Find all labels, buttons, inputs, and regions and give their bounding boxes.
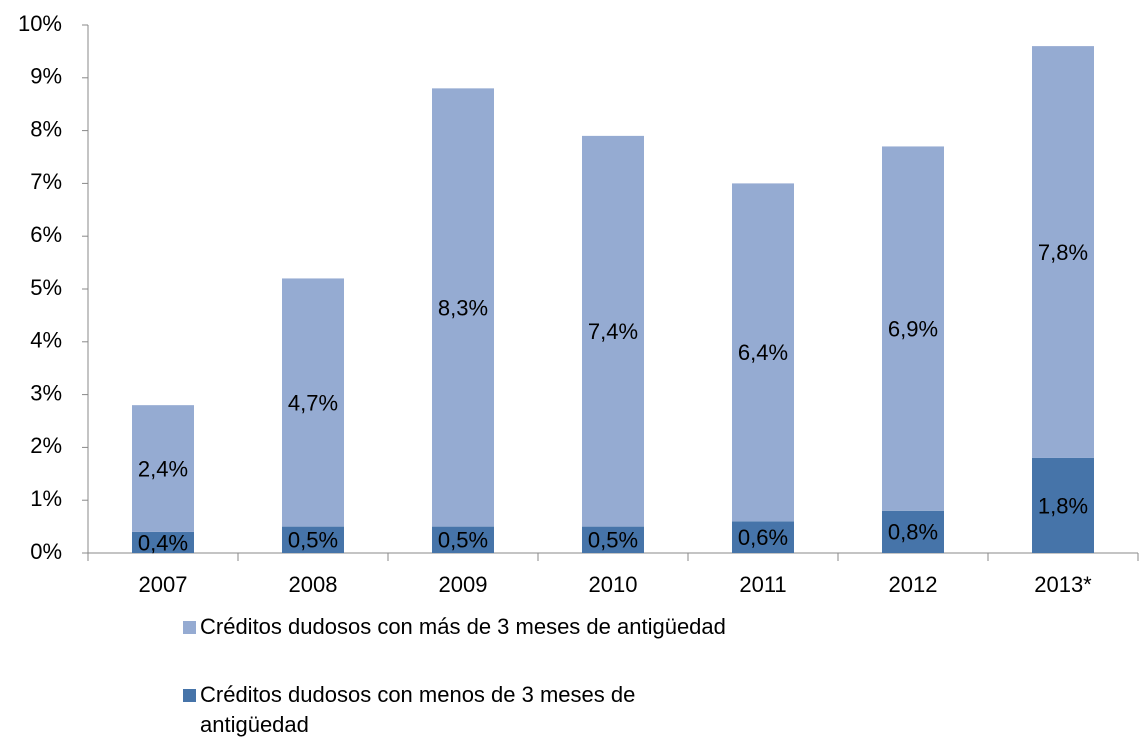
data-label: 4,7% xyxy=(288,390,338,415)
y-tick-label: 6% xyxy=(30,222,62,247)
bar-segment xyxy=(432,88,494,527)
bar-segment xyxy=(582,135,644,527)
data-label: 0,6% xyxy=(738,525,788,550)
y-tick-label: 7% xyxy=(30,169,62,194)
bar-segment xyxy=(432,526,494,553)
data-label: 0,5% xyxy=(438,528,488,553)
legend-label: Créditos dudosos con más de 3 meses de a… xyxy=(200,614,726,639)
x-tick-label: 2008 xyxy=(289,572,338,597)
y-tick-label: 4% xyxy=(30,328,62,353)
bar-segment xyxy=(732,521,794,553)
data-label: 6,9% xyxy=(888,316,938,341)
data-label: 0,5% xyxy=(588,528,638,553)
bar-segment xyxy=(132,531,194,553)
legend-swatch xyxy=(183,621,196,634)
legend-label: Créditos dudosos con menos de 3 meses de… xyxy=(200,682,636,737)
bar-segment xyxy=(282,526,344,553)
bar-segment xyxy=(732,183,794,522)
data-label: 0,4% xyxy=(138,530,188,555)
x-tick-label: 2012 xyxy=(889,572,938,597)
legend-item: Créditos dudosos con menos de 3 meses de… xyxy=(183,680,743,740)
y-tick-label: 1% xyxy=(30,486,62,511)
x-tick-label: 2007 xyxy=(139,572,188,597)
data-label: 1,8% xyxy=(1038,493,1088,518)
data-label: 2,4% xyxy=(138,456,188,481)
y-tick-label: 5% xyxy=(30,275,62,300)
x-tick-label: 2013* xyxy=(1034,572,1092,597)
y-tick-label: 8% xyxy=(30,116,62,141)
y-tick-label: 0% xyxy=(30,539,62,564)
legend-item: Créditos dudosos con más de 3 meses de a… xyxy=(183,612,743,642)
bar-segment xyxy=(282,278,344,527)
data-label: 7,8% xyxy=(1038,240,1088,265)
bar-segment xyxy=(882,510,944,553)
x-tick-label: 2010 xyxy=(589,572,638,597)
bar-segment xyxy=(132,405,194,532)
x-tick-label: 2009 xyxy=(439,572,488,597)
x-tick-label: 2011 xyxy=(739,572,786,597)
y-tick-label: 2% xyxy=(30,433,62,458)
data-label: 0,5% xyxy=(288,528,338,553)
y-tick-label: 10% xyxy=(18,11,62,36)
y-tick-label: 9% xyxy=(30,64,62,89)
bar-segment xyxy=(882,146,944,511)
chart: 0% 1% 2% 3% 4% 5% 6% 7% 8% 9% 10% 2007 0,4% 2,4% 2008 0… xyxy=(18,11,1139,597)
data-label: 8,3% xyxy=(438,295,488,320)
data-label: 0,8% xyxy=(888,520,938,545)
bar-segment xyxy=(1032,457,1094,553)
y-tick-label: 3% xyxy=(30,380,62,405)
data-label: 7,4% xyxy=(588,319,638,344)
legend-swatch xyxy=(183,689,196,702)
bar-segment xyxy=(582,526,644,553)
bar-segment xyxy=(1032,46,1094,458)
data-label: 6,4% xyxy=(738,340,788,365)
